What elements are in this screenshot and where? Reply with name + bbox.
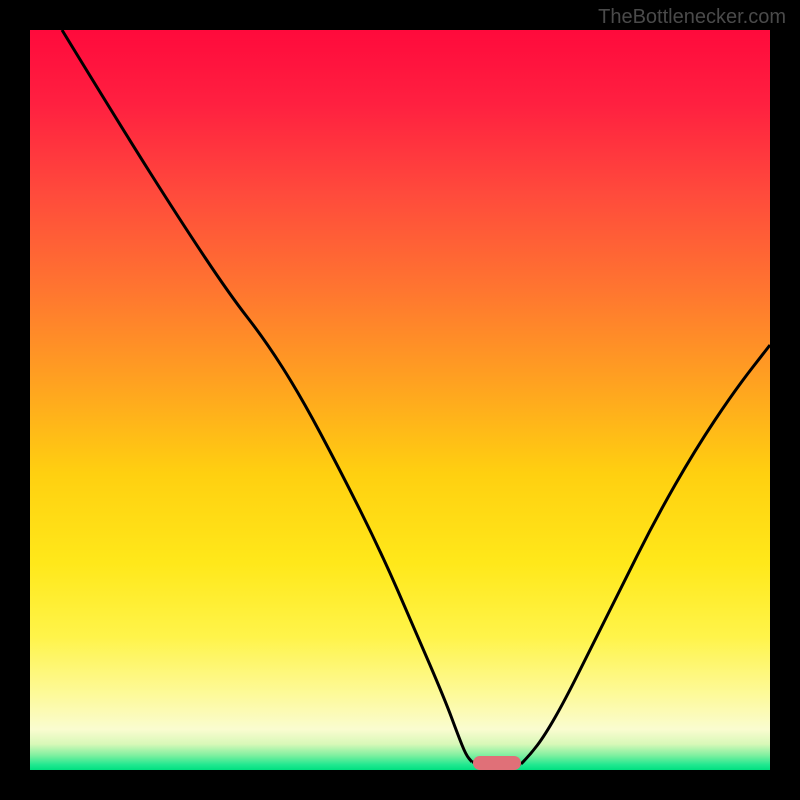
chart-background	[30, 30, 770, 770]
watermark-text: TheBottlenecker.com	[598, 6, 786, 29]
chart-svg	[0, 0, 800, 800]
bottleneck-chart: TheBottlenecker.com	[0, 0, 800, 800]
optimal-marker	[473, 756, 521, 770]
